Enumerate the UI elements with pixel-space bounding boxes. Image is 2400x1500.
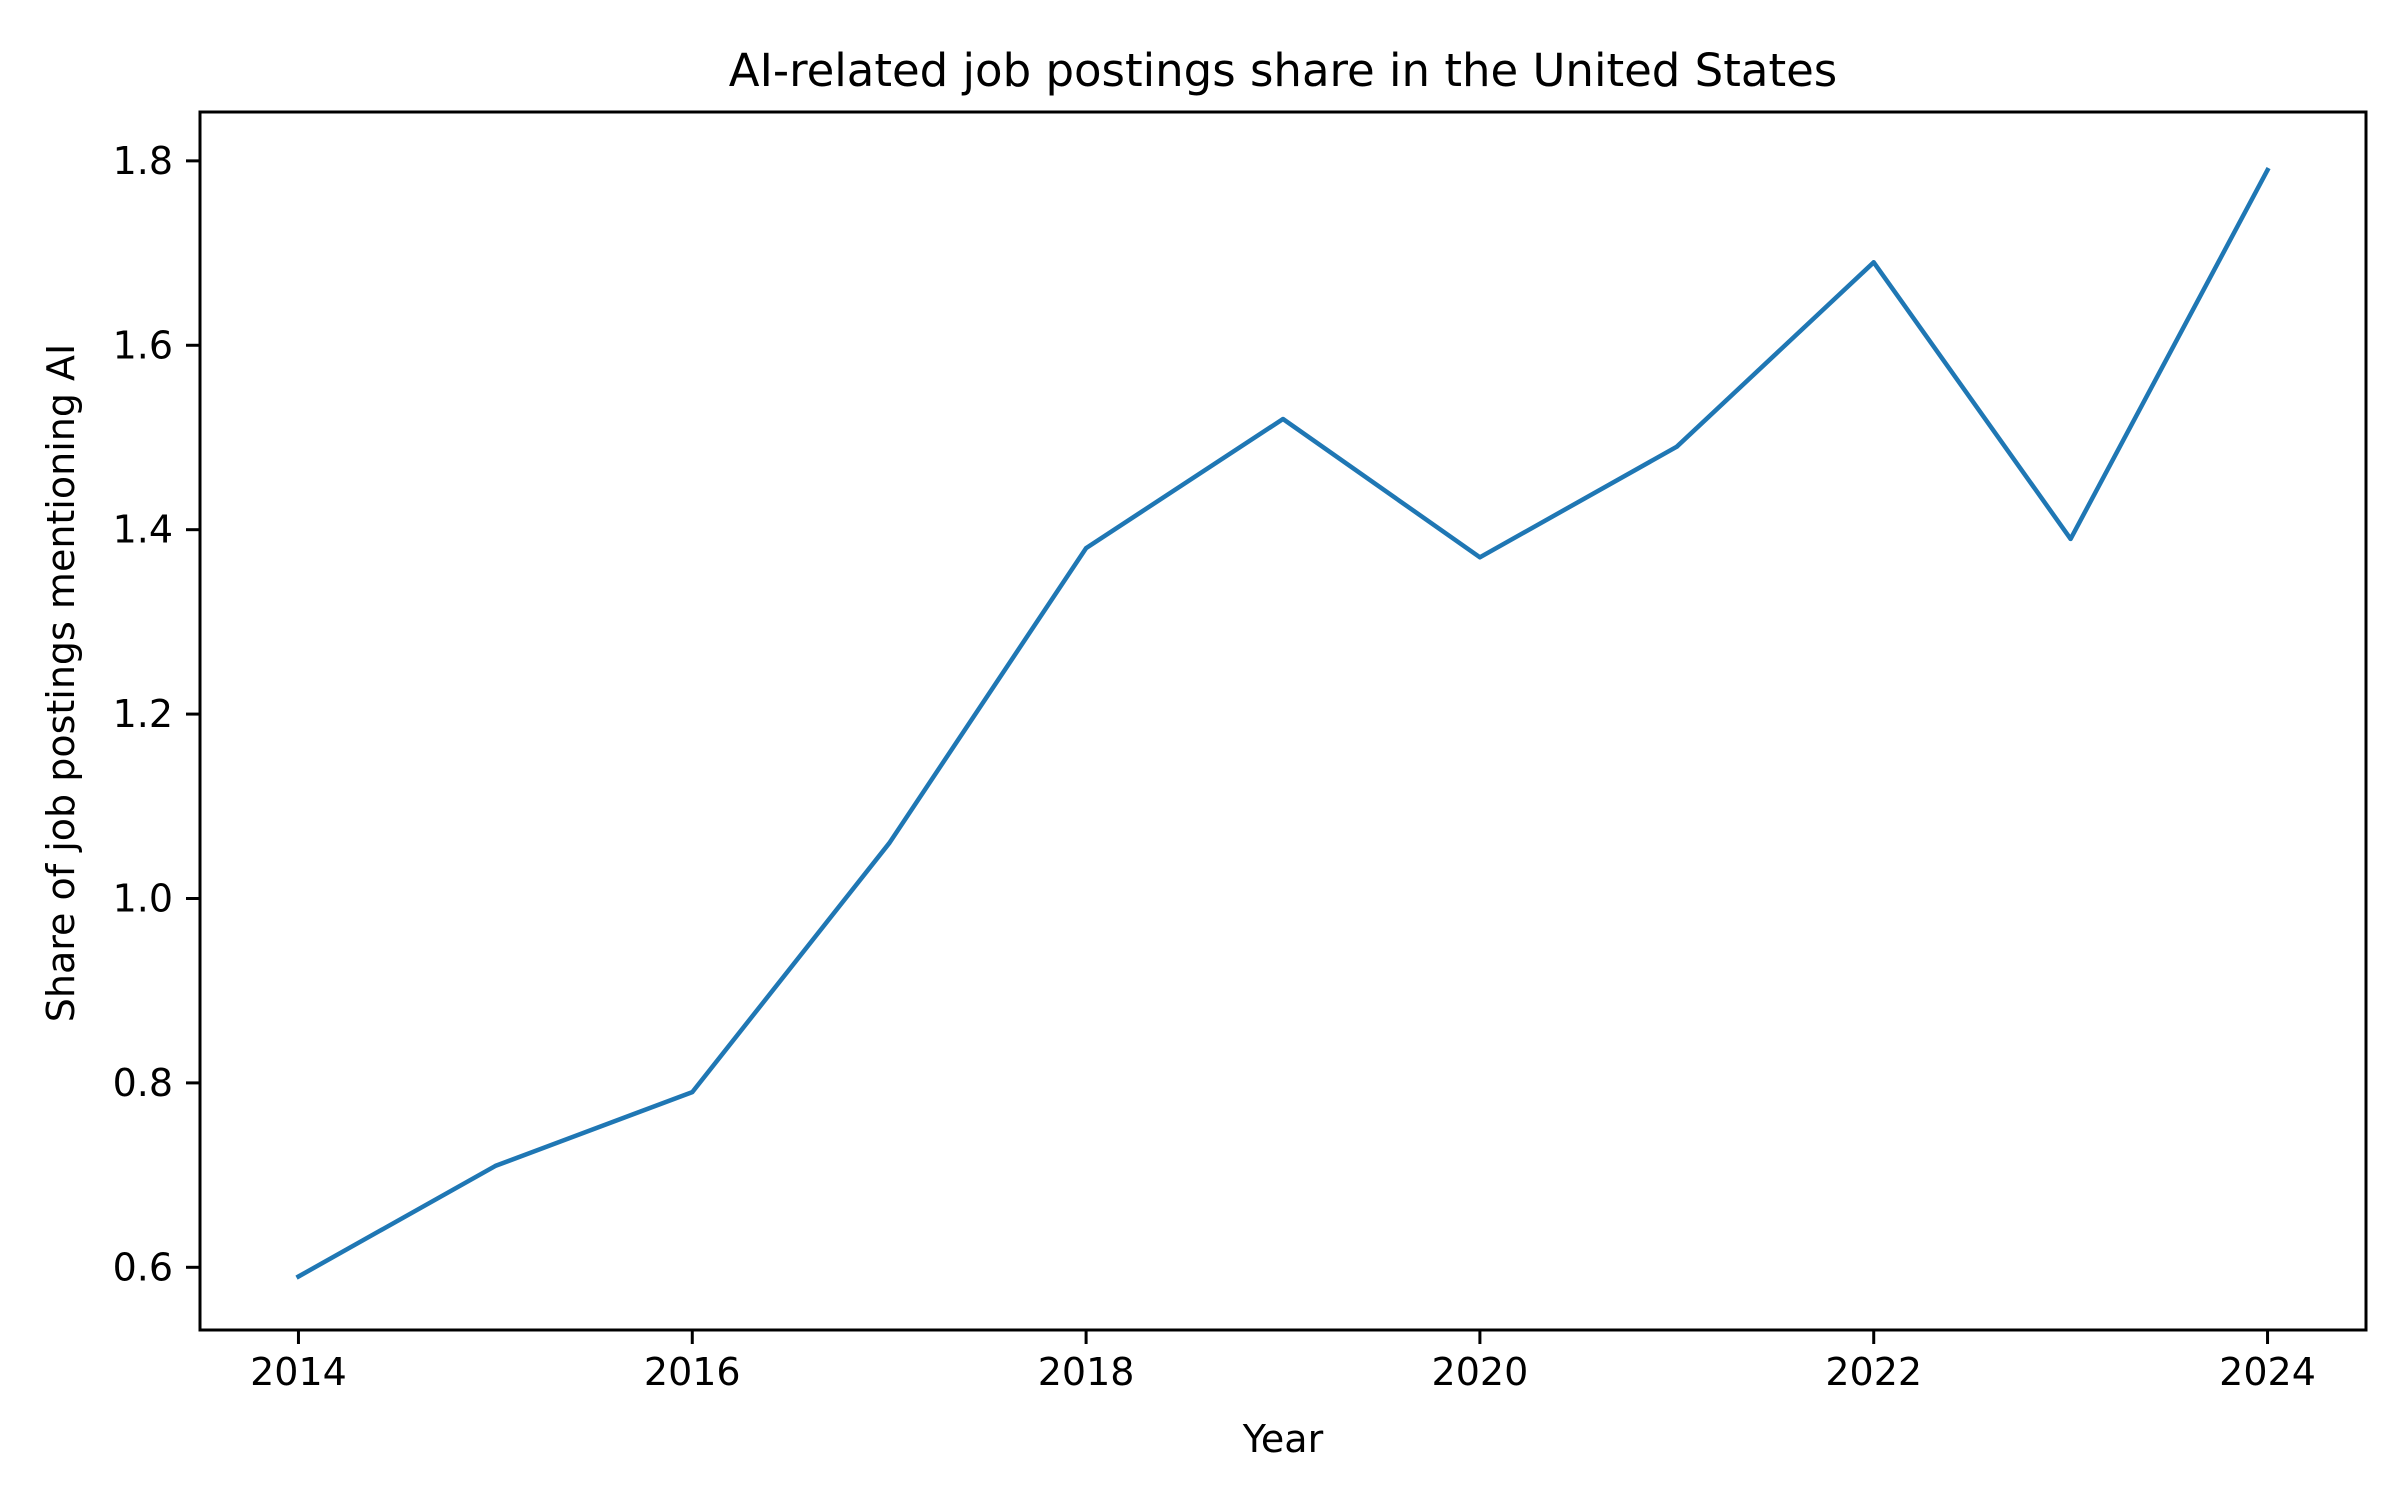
y-tick-label: 1.4	[113, 508, 173, 552]
data-point	[1084, 546, 1089, 551]
x-tick-label: 2014	[250, 1350, 347, 1394]
data-point	[1477, 555, 1482, 560]
chart-title: AI-related job postings share in the Uni…	[729, 44, 1837, 97]
data-point	[1281, 417, 1285, 421]
x-tick-label: 2024	[2219, 1350, 2316, 1394]
x-tick-label: 2016	[644, 1350, 741, 1394]
y-tick-label: 1.0	[113, 876, 173, 920]
x-tick-label: 2018	[1038, 1350, 1135, 1394]
data-point	[690, 1090, 695, 1095]
data-point	[1674, 444, 1679, 449]
y-tick-label: 1.6	[113, 323, 173, 367]
y-axis-label: Share of job postings mentioning AI	[39, 344, 83, 1022]
y-tick-label: 1.8	[113, 139, 173, 183]
x-axis: 2014 2016 2018 2020 2022 2024	[250, 1330, 2316, 1394]
plot-area	[295, 167, 2271, 1280]
data-point	[493, 1163, 498, 1168]
data-point	[2265, 168, 2270, 173]
y-tick-label: 0.6	[113, 1245, 173, 1289]
y-tick-label: 1.2	[113, 692, 173, 736]
data-point	[887, 841, 892, 846]
x-tick-label: 2020	[1432, 1350, 1529, 1394]
y-tick-label: 0.8	[113, 1061, 173, 1105]
y-axis: 0.6 0.8 1.0 1.2 1.4 1.6 1.8	[113, 139, 200, 1289]
x-axis-label: Year	[1242, 1417, 1324, 1461]
x-tick-label: 2022	[1825, 1350, 1922, 1394]
data-point	[1871, 260, 1876, 265]
data-point	[2068, 536, 2073, 541]
axes-frame	[198, 110, 2368, 1332]
data-point	[296, 1274, 301, 1279]
